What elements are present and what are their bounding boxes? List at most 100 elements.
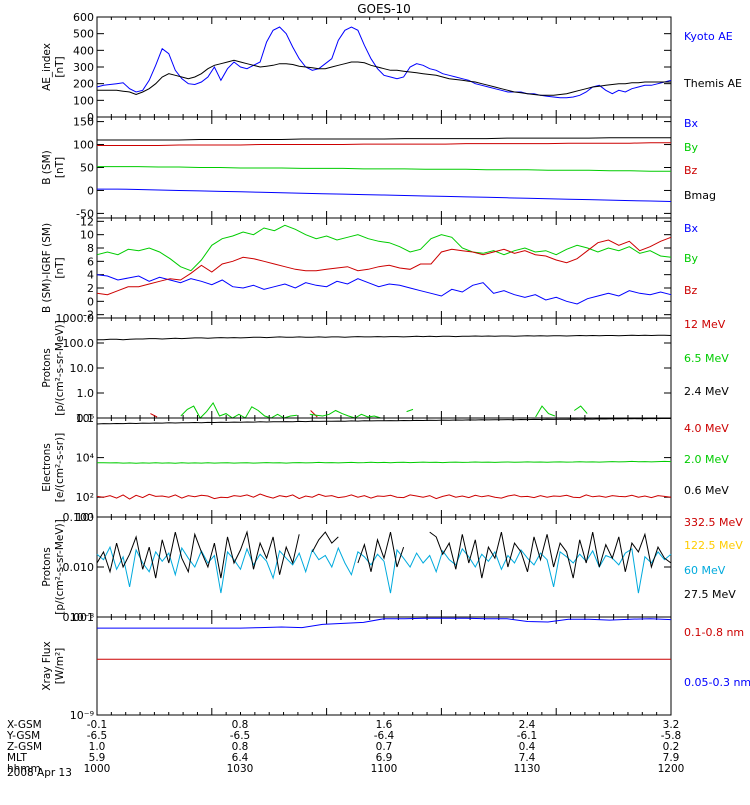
legend-entry: 332.5 MeV	[684, 516, 743, 529]
panel-2: -50 0 50 100 150 B (SM) [nT] Bx By Bz Bmag	[41, 116, 716, 221]
series-line-4-0-mev	[96, 493, 672, 500]
legend-entry: 2.0 MeV	[684, 453, 729, 466]
series-line-bz	[97, 142, 671, 146]
footer-cell: 0.4	[519, 741, 536, 753]
footer-cell: 1.0	[89, 741, 106, 753]
footer-cell: 6.9	[376, 752, 393, 764]
y-tick-label: 10⁶	[76, 412, 95, 425]
y-axis-label-line: Electrons	[41, 443, 53, 492]
y-tick-label: 1000.0	[56, 312, 95, 325]
footer-row-label: MLT	[7, 752, 27, 764]
legend-entry: 122.5 MeV	[684, 539, 743, 552]
y-tick-label: 0.001	[63, 611, 95, 624]
series-line-0-05-0-3-nm	[97, 617, 672, 629]
series-line-0-6-mev	[96, 417, 672, 425]
footer-cell: 0.7	[376, 741, 393, 753]
footer-cell: -6.5	[87, 730, 108, 742]
y-tick-label: 0.010	[63, 561, 95, 574]
legend-entry: Bz	[684, 284, 698, 297]
footer-cell: -6.1	[517, 730, 538, 742]
y-tick-label: 100	[73, 94, 94, 107]
y-tick-label: 12	[80, 215, 94, 228]
footer-cell: 1200	[658, 763, 685, 775]
y-tick-label: 10²	[76, 491, 94, 504]
y-axis-label-line: [p/(cm²-s-sr-MeV)]	[54, 519, 66, 614]
y-tick-label: 150	[73, 116, 94, 129]
series-line-themis-ae	[97, 59, 671, 96]
footer-cell: 1130	[514, 763, 541, 775]
legend-entry: Bx	[684, 222, 699, 235]
series-line-6-5-mev	[180, 401, 588, 419]
series-line-bmag	[97, 137, 671, 141]
footer-row-label: Z-GSM	[7, 741, 42, 753]
y-tick-label: 6	[87, 255, 94, 268]
y-tick-label: 0	[87, 184, 94, 197]
series-line-27-5-mev	[96, 530, 672, 579]
y-tick-label: 0	[87, 111, 94, 124]
y-axis-label: Protons [p/(cm²-s-sr-MeV)]	[41, 320, 66, 415]
footer-cell: 2.4	[519, 719, 536, 731]
y-tick-label: 0.100	[63, 511, 95, 524]
panel-6: 0.001 0.010 0.100 Protons [p/(cm²-s-sr-MeV)]…	[41, 511, 743, 624]
legend-entry: By	[684, 252, 699, 265]
y-axis-label-line: B (SM)-IGRF (SM)	[41, 223, 53, 313]
y-tick-label: 10⁻⁹	[70, 709, 94, 722]
y-tick-label: 300	[73, 61, 94, 74]
footer-cell: 1000	[84, 763, 111, 775]
footer-row-label: Y-GSM	[6, 730, 40, 742]
y-axis-label-line: [nT]	[54, 257, 66, 278]
panel-7: 10⁻⁹ 10⁻⁸ Xray Flux [W/m²] 0.1-0.8 nm 0.05-0.…	[41, 611, 750, 722]
footer-cell: -0.1	[87, 719, 108, 731]
footer-cell: -5.8	[661, 730, 682, 742]
y-axis-label-line: [nT]	[54, 56, 66, 77]
y-axis-label: B (SM) [nT]	[41, 150, 66, 184]
y-axis-label-line: B (SM)	[41, 150, 53, 184]
footer-cell: 0.8	[232, 741, 249, 753]
y-axis-label: Xray Flux [W/m²]	[41, 641, 66, 690]
footer-cell: -6.4	[374, 730, 395, 742]
footer-cell: 7.4	[519, 752, 536, 764]
y-tick-label: 50	[80, 162, 94, 175]
y-tick-label: 1.0	[77, 387, 95, 400]
panel-5: 10¹ 10² 10⁴ 10⁶ Electrons [e/(cm²-s-sr)] 4.0 M…	[41, 412, 729, 524]
series-line-2-4-mev	[97, 334, 672, 341]
footer-cell: 1100	[371, 763, 398, 775]
footer-cell: 7.9	[663, 752, 680, 764]
y-axis-label: Electrons [e/(cm²-s-sr)]	[41, 433, 66, 502]
legend-entry: 0.05-0.3 nm	[684, 676, 750, 689]
y-axis-label-line: [W/m²]	[54, 648, 66, 685]
legend-entry: 0.6 MeV	[684, 484, 729, 497]
panel-frame	[96, 616, 672, 716]
y-tick-label: 200	[73, 78, 94, 91]
series-line-by	[96, 224, 672, 272]
y-tick-label: 0	[87, 295, 94, 308]
y-tick-label: 4	[87, 269, 94, 282]
y-tick-label: 500	[73, 28, 94, 41]
y-tick-label: 0.1	[77, 412, 95, 425]
series-line-60-mev	[96, 545, 672, 594]
legend-entry: Themis AE	[683, 77, 742, 90]
legend-entry: 2.4 MeV	[684, 385, 729, 398]
panel-frame	[96, 317, 672, 419]
y-tick-label: 2	[87, 282, 94, 295]
legend-entry: 12 MeV	[684, 318, 726, 331]
y-axis-label-line: Protons	[41, 547, 53, 586]
series-line-by	[97, 166, 671, 172]
legend-entry: 0.1-0.8 nm	[684, 626, 744, 639]
y-axis-label-line: AE_index	[41, 43, 53, 91]
series-line-bx	[97, 188, 672, 202]
series-line-bx	[96, 274, 672, 305]
y-tick-label: 10⁴	[76, 452, 95, 465]
panel-frame	[96, 16, 672, 118]
footer-cell: 6.4	[232, 752, 249, 764]
y-axis-label-line: Xray Flux	[41, 641, 53, 690]
y-tick-label: -50	[76, 207, 94, 220]
y-tick-label: 600	[73, 11, 94, 24]
series-line-2-0-mev	[97, 460, 672, 464]
y-tick-label: 100.0	[63, 337, 95, 350]
legend-entry: 60 MeV	[684, 564, 726, 577]
